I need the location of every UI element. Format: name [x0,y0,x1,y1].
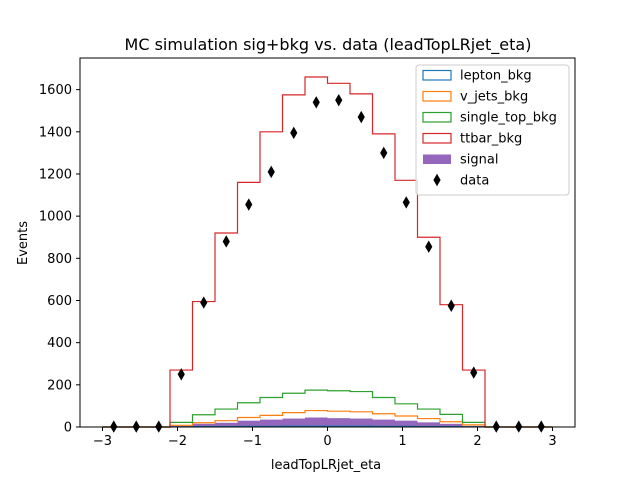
series-data [110,93,545,433]
legend-swatch-signal [423,154,451,164]
data-point-12 [380,146,388,160]
legend-swatch-lepton_bkg [422,69,452,81]
legend-label-lepton_bkg: lepton_bkg [460,69,532,84]
bar-signal-11 [350,418,373,427]
legend-swatch-ttbar_bkg [422,132,452,144]
data-point-3 [177,368,185,381]
legend-item-single_top_bkg: single_top_bkg [422,111,557,126]
legend-swatch-v_jets_bkg [422,90,452,102]
data-point-16 [470,366,478,379]
legend-item-v_jets_bkg: v_jets_bkg [422,90,528,105]
legend: lepton_bkg v_jets_bkg single_top_bkg ttbar_… [415,64,570,196]
bar-signal-14 [417,422,440,427]
y-tick-label-1400: 1400 [39,125,72,140]
bar-signal-8 [282,418,305,427]
legend-item-lepton_bkg: lepton_bkg [422,69,532,84]
y-tick-label-400: 400 [47,336,72,351]
plot-area [102,76,553,433]
bar-signal-10 [327,418,350,427]
data-point-4 [200,296,208,309]
data-point-7 [267,165,275,179]
data-point-6 [245,198,253,211]
legend-label-single_top_bkg: single_top_bkg [460,111,557,126]
legend-label-data: data [460,174,489,189]
legend-item-signal: signal [423,153,498,168]
x-tick-label--3: −3 [93,434,112,449]
legend-label-signal: signal [460,153,498,168]
bar-signal-5 [215,422,238,427]
data-point-9 [312,96,320,109]
legend-item-ttbar_bkg: ttbar_bkg [422,132,522,147]
bar-signal-12 [372,419,395,427]
y-tick-label-1000: 1000 [39,210,72,225]
x-axis-label: leadTopLRjet_eta [271,458,381,473]
data-point-5 [222,235,230,248]
x-tick-label--1: −1 [243,434,262,449]
y-tick-label-1600: 1600 [39,83,72,98]
bar-signal-15 [440,423,463,427]
legend-label-ttbar_bkg: ttbar_bkg [460,132,522,147]
data-point-10 [335,93,343,107]
y-tick-label-800: 800 [47,252,72,267]
x-tick-label-1: 1 [398,434,406,449]
y-tick-label-600: 600 [47,294,72,309]
y-tick-label-0: 0 [64,421,72,436]
legend-swatch-data [433,173,441,187]
bar-signal-7 [260,419,283,427]
data-point-11 [357,110,365,124]
bar-signal-6 [237,420,260,427]
legend-box [415,64,570,196]
data-point-15 [447,299,455,312]
data-point-13 [402,196,410,209]
y-tick-label-200: 200 [47,378,72,393]
x-tick-label-2: 2 [473,434,481,449]
series-line-ttbar_bkg [102,76,553,428]
y-axis-label: Events [16,221,31,265]
data-point-14 [425,240,433,253]
chart-title: MC simulation sig+bkg vs. data (leadTopL… [125,35,532,55]
bar-signal-9 [305,417,328,427]
bar-signal-4 [192,423,215,427]
data-point-8 [290,126,298,140]
series-signal [170,417,485,427]
axes: −3 −2 −1 0 1 2 3 0 200 400 600 800 1000 1200 1400 1600 [39,57,576,449]
legend-label-v_jets_bkg: v_jets_bkg [460,90,528,105]
legend-swatch-single_top_bkg [422,111,452,123]
bar-signal-13 [395,420,418,427]
legend-item-data: data [433,174,489,189]
y-tick-label-1200: 1200 [39,167,72,182]
x-tick-label-0: 0 [323,434,331,449]
x-tick-label-3: 3 [548,434,556,449]
x-tick-label--2: −2 [168,434,187,449]
series-line-single_top_bkg [102,389,553,428]
